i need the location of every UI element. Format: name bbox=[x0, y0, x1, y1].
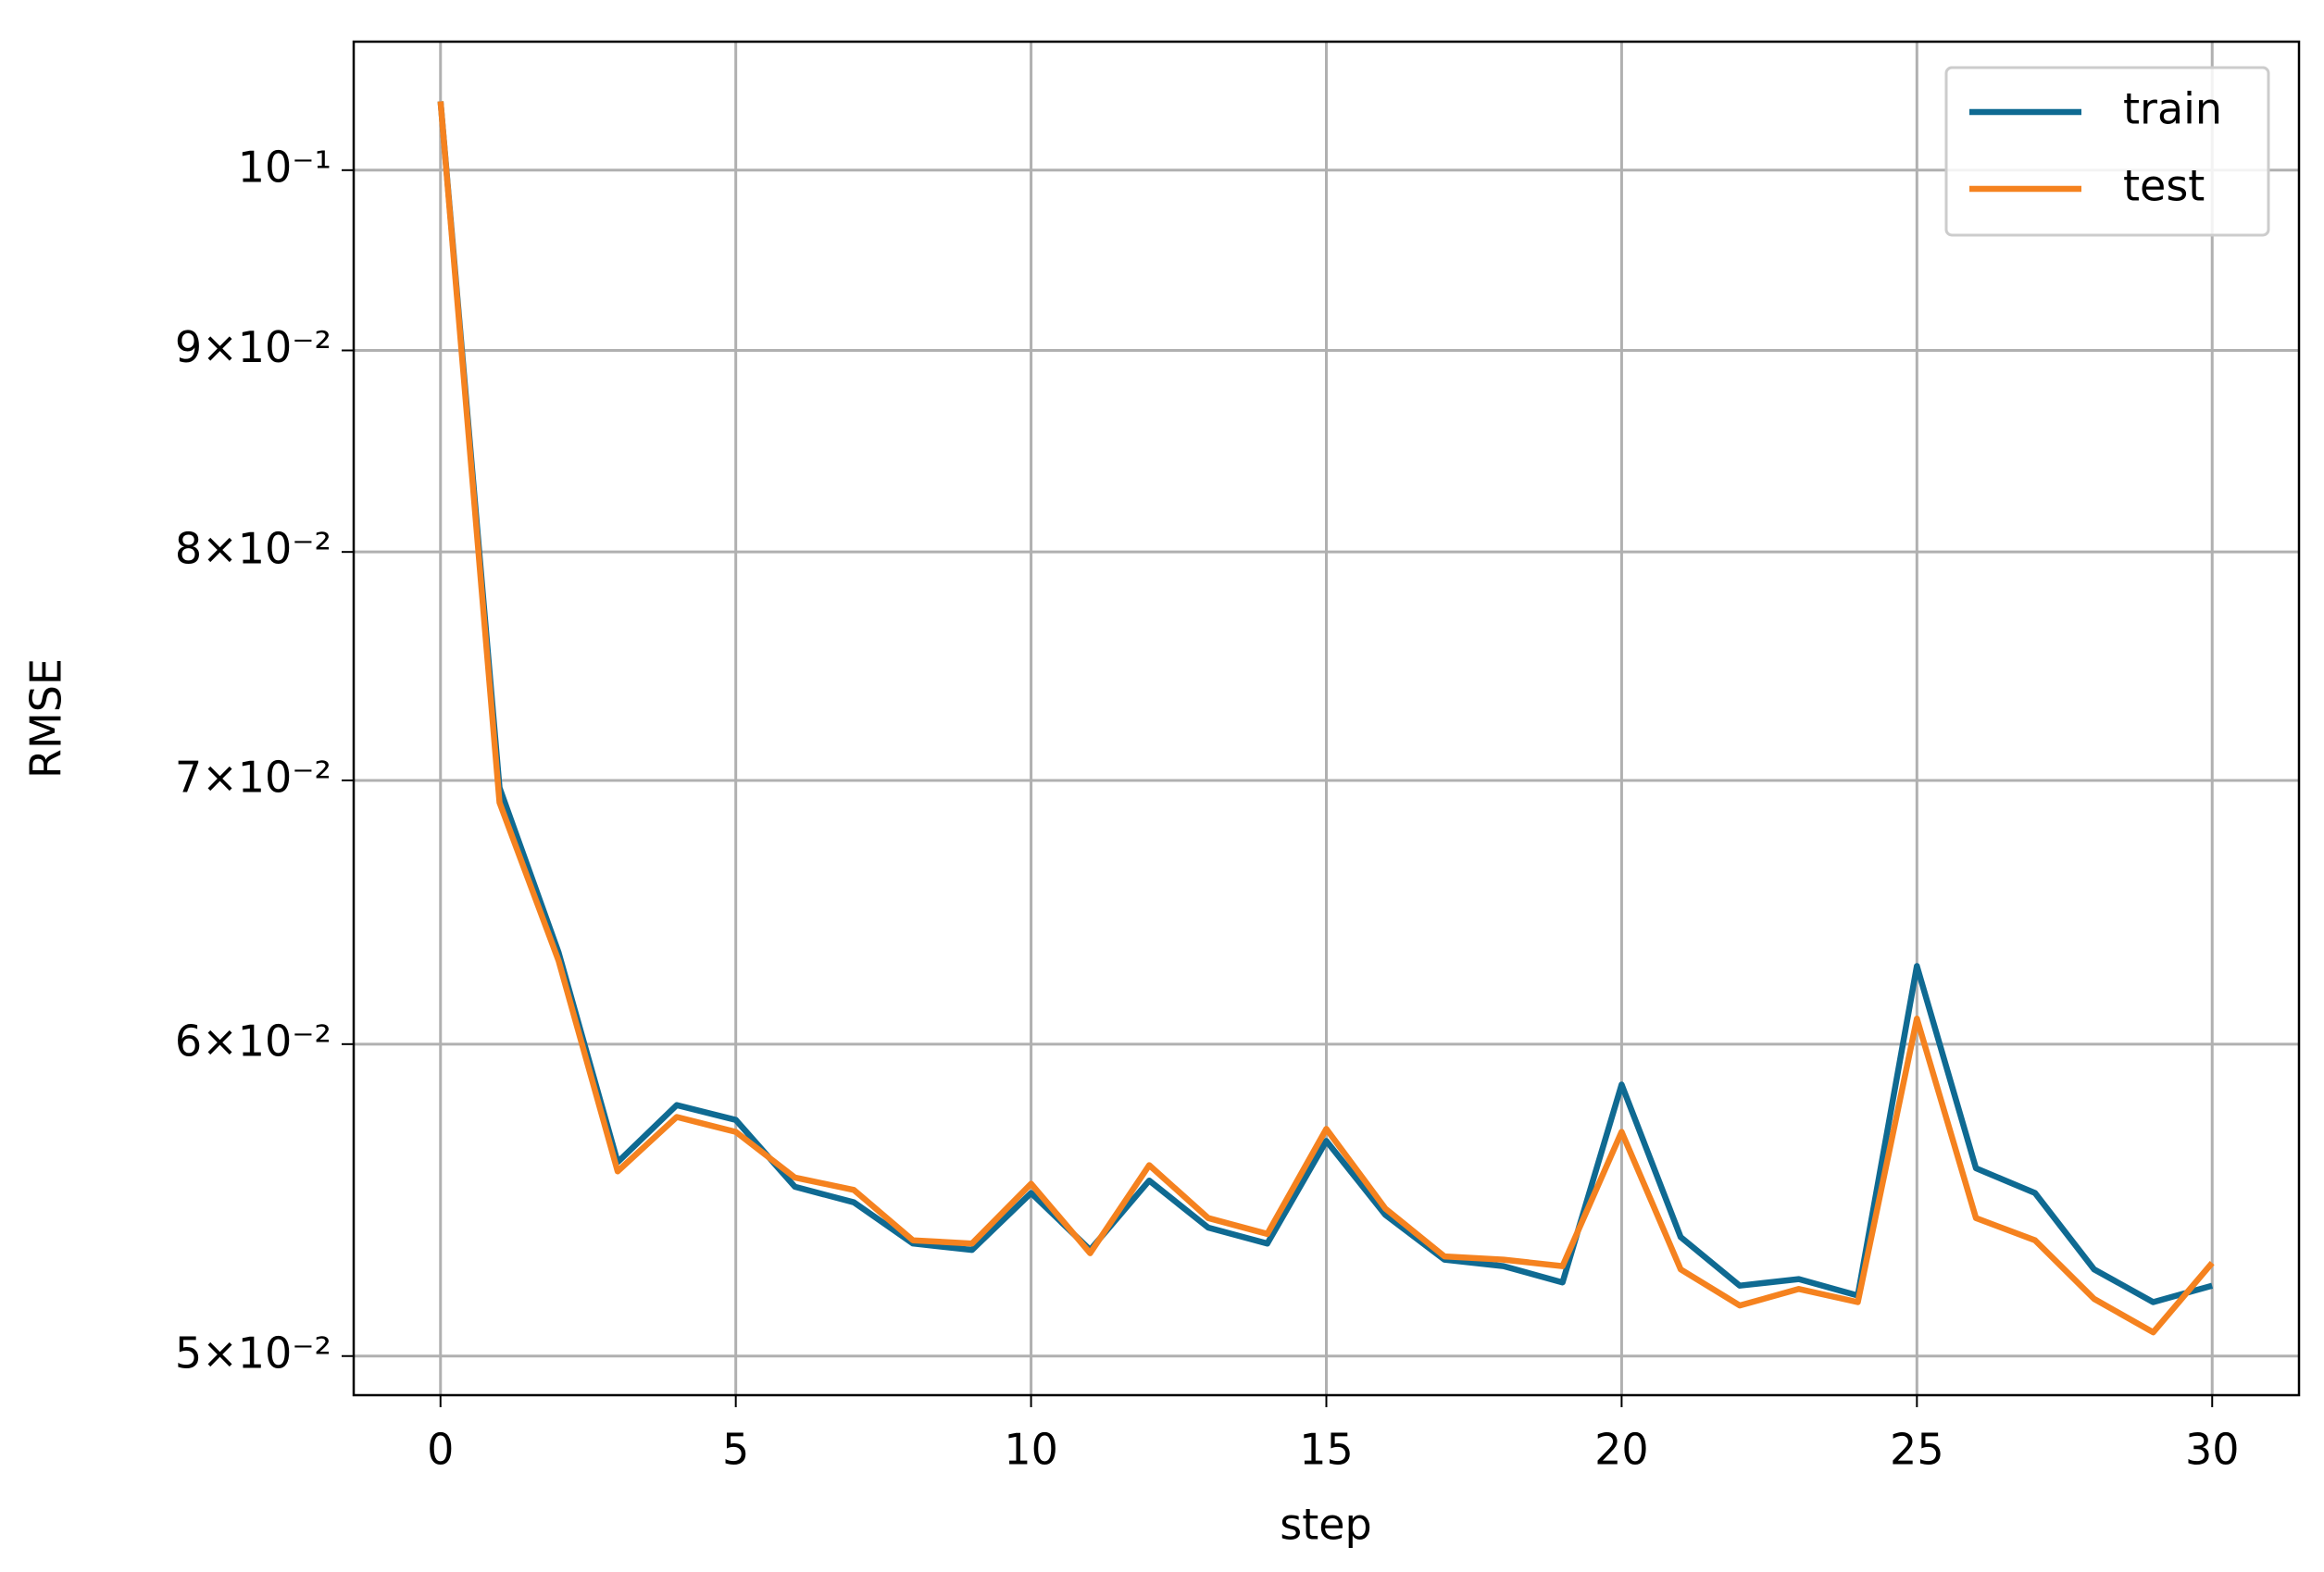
legend-label: test bbox=[2123, 161, 2205, 211]
y-tick-label: 10⁻¹ bbox=[238, 142, 331, 192]
legend-label: train bbox=[2123, 84, 2222, 134]
y-tick-label: 6×10⁻² bbox=[175, 1016, 331, 1066]
x-tick-label: 15 bbox=[1299, 1425, 1354, 1475]
x-axis-label: step bbox=[1280, 1500, 1372, 1550]
x-tick-label: 25 bbox=[1890, 1425, 1944, 1475]
data-line bbox=[437, 101, 2214, 1305]
y-tick-label: 7×10⁻² bbox=[175, 752, 331, 802]
x-tick-label: 20 bbox=[1594, 1425, 1649, 1475]
y-axis-label: RMSE bbox=[21, 658, 71, 779]
x-tick-label: 10 bbox=[1004, 1425, 1058, 1475]
y-tick-label: 8×10⁻² bbox=[175, 524, 331, 574]
x-tick-label: 0 bbox=[427, 1425, 454, 1475]
x-tick-label: 30 bbox=[2185, 1425, 2240, 1475]
y-tick-label: 9×10⁻² bbox=[175, 322, 331, 372]
y-tick-label: 5×10⁻² bbox=[175, 1328, 331, 1378]
plot-frame bbox=[352, 40, 2301, 1397]
data-line bbox=[437, 101, 2215, 1336]
x-tick-label: 5 bbox=[722, 1425, 749, 1475]
